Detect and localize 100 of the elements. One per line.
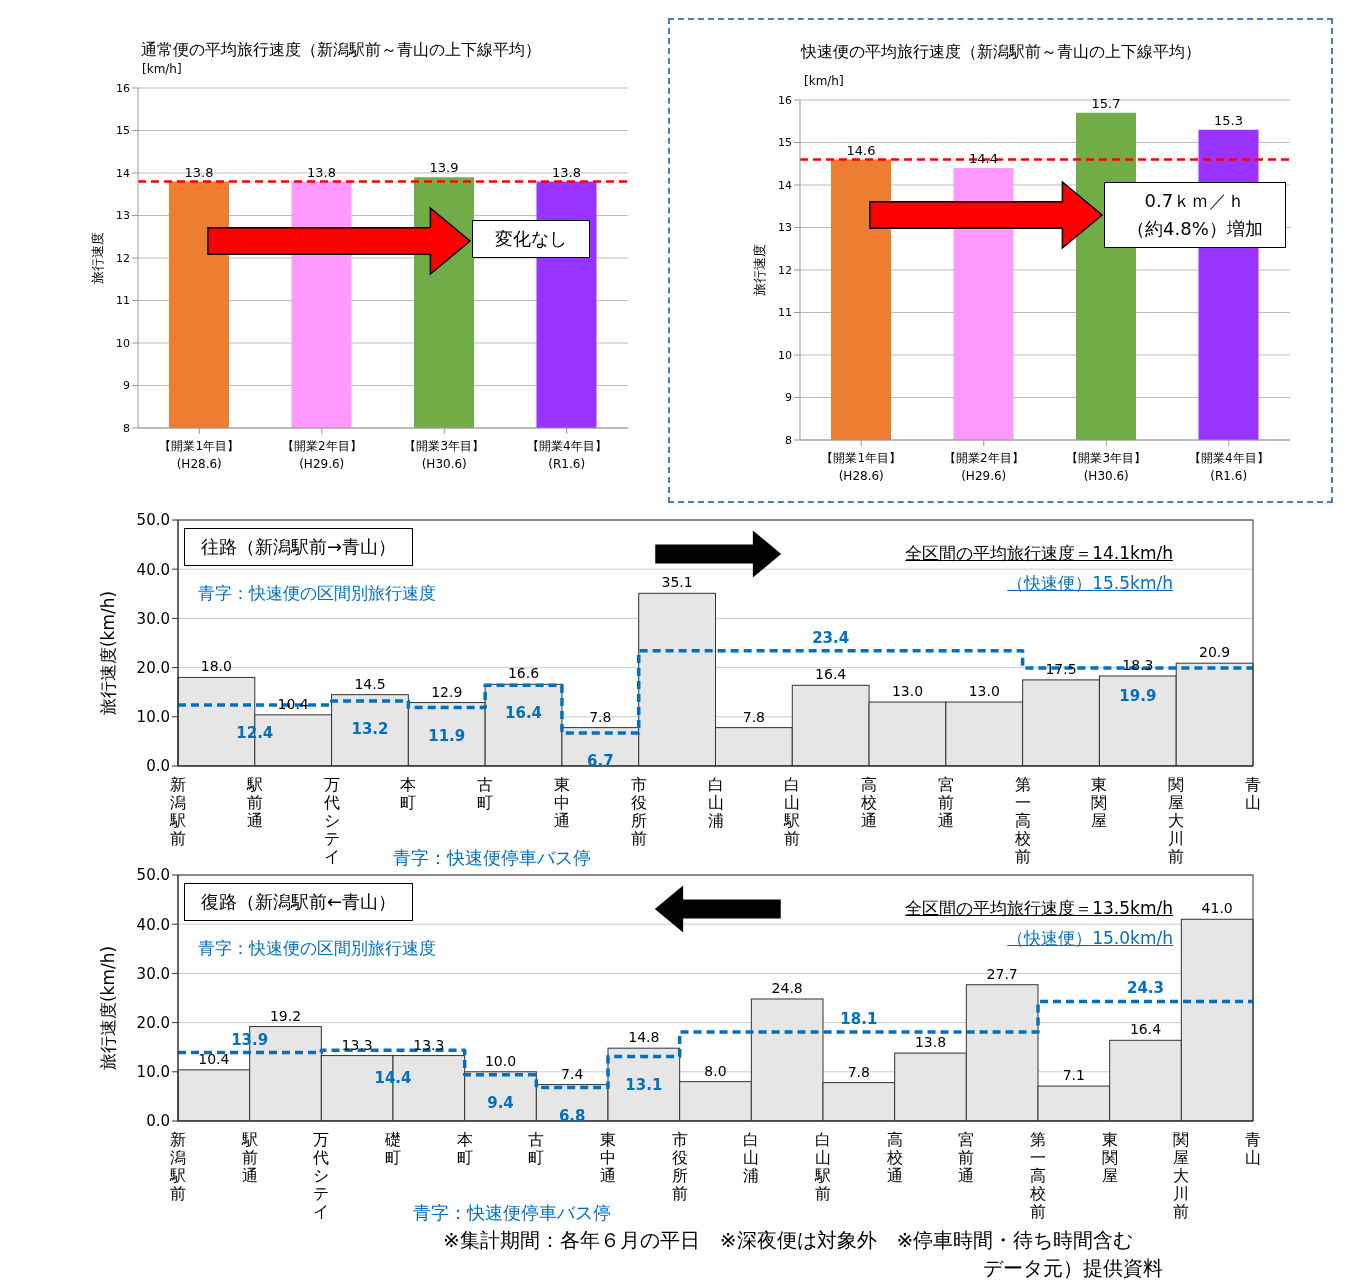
x-tick-label: 本町 xyxy=(456,1130,473,1167)
y-tick-label: 9 xyxy=(123,379,130,393)
annotation: （約4.8%）増加 xyxy=(1127,217,1263,241)
data-label: 18.0 xyxy=(200,658,232,675)
y-tick-label: 0.0 xyxy=(146,757,170,776)
x-tick-label: 関屋大川前 xyxy=(1168,775,1185,866)
data-label: 20.9 xyxy=(1199,644,1231,661)
data-label: 11.9 xyxy=(428,726,466,745)
text: 復路（新潟駅前←青山） xyxy=(184,883,414,921)
text: [km/h] xyxy=(142,62,182,76)
x-tick-label: 白山浦 xyxy=(707,775,724,830)
x-tick-label: 東中通 xyxy=(600,1130,616,1185)
data-label: 9.4 xyxy=(487,1093,514,1112)
text: 青字：快速便停車バス停 xyxy=(413,1201,611,1225)
y-tick-label: 16 xyxy=(778,93,792,107)
data-label: 27.7 xyxy=(986,965,1018,982)
y-tick-label: 15 xyxy=(116,124,130,138)
data-label: 13.3 xyxy=(341,1036,373,1053)
data-label: 7.8 xyxy=(589,708,612,725)
data-label: 24.8 xyxy=(771,979,803,996)
y-axis-title: 旅行速度 xyxy=(751,244,768,296)
y-tick-label: 8 xyxy=(123,421,130,435)
y-tick-label: 40.0 xyxy=(136,915,170,934)
y-tick-label: 40.0 xyxy=(136,560,170,579)
data-label: 35.1 xyxy=(661,574,693,591)
x-tick-label: 関屋大川前 xyxy=(1173,1130,1190,1221)
y-tick-label: 20.0 xyxy=(136,1013,170,1032)
x-tick-label: 古町 xyxy=(477,775,494,812)
data-label: 7.4 xyxy=(561,1065,584,1082)
x-tick-label: 東関屋 xyxy=(1091,775,1108,830)
y-tick-label: 9 xyxy=(785,391,792,405)
x-tick-label: 新潟駅前 xyxy=(169,775,186,848)
data-label: 13.1 xyxy=(625,1075,663,1094)
data-label: 10.4 xyxy=(277,695,309,712)
y-tick-label: 10 xyxy=(778,348,792,362)
y-tick-label: 14 xyxy=(116,166,130,180)
data-label: 16.6 xyxy=(507,665,540,682)
y-tick-label: 50.0 xyxy=(136,511,170,530)
x-tick-label: 青山 xyxy=(1245,1130,1261,1167)
annotation: 青字：快速便の区間別旅行速度 xyxy=(198,937,436,960)
data-label: 13.0 xyxy=(968,683,1000,700)
data-label: 7.1 xyxy=(1062,1067,1085,1084)
x-tick-label: 第一高校前 xyxy=(1029,1130,1046,1221)
y-tick-label: 13 xyxy=(778,221,792,235)
text: 往路（新潟駅前→青山） xyxy=(184,528,414,566)
data-label: 7.8 xyxy=(742,708,766,725)
x-tick-label: 新潟駅前 xyxy=(169,1130,186,1203)
annotation: 0.7ｋｍ／ｈ xyxy=(1143,189,1247,213)
y-tick-label: 12 xyxy=(116,251,130,265)
chart-title: 通常便の平均旅行速度（新潟駅前～青山の上下線平均） xyxy=(139,40,542,61)
x-tick-label: 【開業2年目】 (H29.6) xyxy=(943,451,1024,483)
x-tick-label: 白山駅前 xyxy=(814,1130,831,1203)
y-tick-label: 11 xyxy=(778,306,792,320)
x-tick-label: 市役所前 xyxy=(630,775,647,848)
x-tick-label: 高校通 xyxy=(860,775,878,830)
text: 青字：快速便停車バス停 xyxy=(393,846,591,870)
data-label: 24.3 xyxy=(1126,979,1165,998)
data-label: 13.9 xyxy=(429,160,459,176)
data-label: 18.3 xyxy=(1122,656,1154,673)
data-label: 15.7 xyxy=(1091,95,1121,111)
x-tick-label: 市役所前 xyxy=(671,1130,688,1203)
data-label: 14.8 xyxy=(628,1029,660,1046)
y-tick-label: 10.0 xyxy=(136,1063,170,1082)
data-label: 14.5 xyxy=(354,675,386,692)
x-tick-label: 駅前通 xyxy=(240,1130,258,1185)
data-label: 16.4 xyxy=(1129,1021,1162,1038)
chart-title: 快速便の平均旅行速度（新潟駅前～青山の上下線平均） xyxy=(799,42,1202,63)
x-tick-label: 白山浦 xyxy=(743,1130,760,1185)
data-label: 13.8 xyxy=(184,164,214,180)
data-label: 19.9 xyxy=(1119,687,1157,706)
y-tick-label: 30.0 xyxy=(136,609,170,628)
data-label: 15.3 xyxy=(1214,112,1243,128)
x-tick-label: 白山駅前 xyxy=(783,775,801,848)
annotation: 変化なし xyxy=(495,227,567,251)
x-tick-label: 東中通 xyxy=(553,775,570,830)
y-tick-label: 0.0 xyxy=(146,1112,170,1131)
data-label: 23.4 xyxy=(812,628,850,647)
x-tick-label: 【開業4年目】 (R1.6) xyxy=(1188,451,1269,483)
y-axis-title: 旅行速度(km/h) xyxy=(96,590,119,716)
y-tick-label: 14 xyxy=(778,178,792,192)
data-label: 10.0 xyxy=(484,1052,517,1069)
data-label: 13.3 xyxy=(413,1036,445,1053)
data-label: 13.8 xyxy=(914,1034,947,1051)
data-label: 17.5 xyxy=(1045,660,1077,677)
x-tick-label: 宮前通 xyxy=(958,1130,975,1185)
x-tick-label: 【開業3年目】 (H30.6) xyxy=(404,439,485,471)
data-label: 6.8 xyxy=(558,1106,586,1125)
text: [km/h] xyxy=(804,74,844,88)
data-label: 13.8 xyxy=(307,164,336,180)
y-tick-label: 15 xyxy=(778,136,792,150)
y-tick-label: 50.0 xyxy=(136,866,170,885)
x-tick-label: 本町 xyxy=(400,775,417,812)
text: ※集計期間：各年６月の平日 ※深夜便は対象外 ※停車時間・待ち時間含む xyxy=(443,1227,1134,1254)
data-label: 13.8 xyxy=(552,164,581,180)
data-label: 12.9 xyxy=(431,683,463,700)
data-label: 16.4 xyxy=(505,704,543,723)
x-tick-label: 青山 xyxy=(1245,775,1261,812)
y-tick-label: 30.0 xyxy=(136,964,170,983)
annotation: 青字：快速便の区間別旅行速度 xyxy=(198,582,436,605)
data-label: 8.0 xyxy=(704,1062,727,1079)
